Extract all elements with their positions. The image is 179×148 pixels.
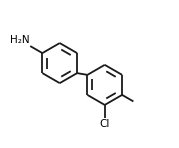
- Text: H₂N: H₂N: [10, 35, 30, 45]
- Text: Cl: Cl: [100, 119, 110, 129]
